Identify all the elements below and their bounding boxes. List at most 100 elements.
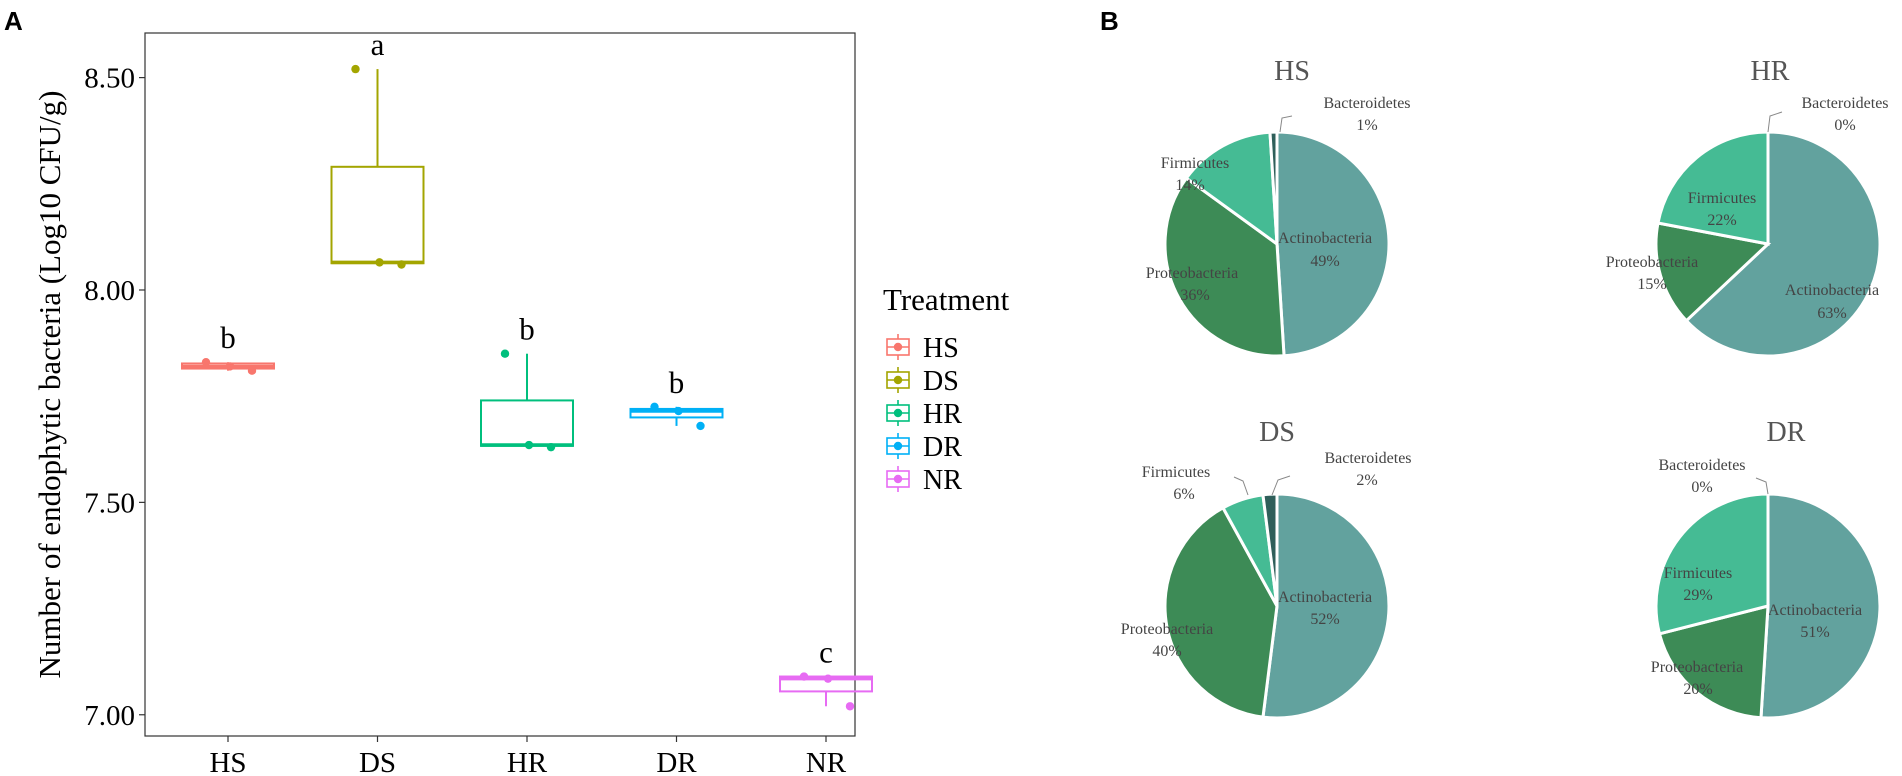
- pie-slice-bacteroidetes: [1261, 492, 1279, 607]
- slice-percent-label: 0%: [1691, 479, 1712, 496]
- slice-percent-label: 14%: [1175, 177, 1204, 194]
- slice-name-label: Firmicutes: [1142, 464, 1210, 481]
- legend-label-hs: HS: [923, 333, 959, 364]
- pie-slice-actinobacteria: [1759, 492, 1882, 720]
- slice-percent-label: 63%: [1817, 305, 1846, 322]
- pie-slice-actinobacteria: [1275, 130, 1391, 358]
- pie-panel: HS Actinobacteria 49% Proteobacteria 36% Firm…: [1121, 56, 1889, 720]
- slice-name-label: Actinobacteria: [1278, 589, 1372, 606]
- significance-letter: b: [669, 365, 685, 400]
- legend-label-ds: DS: [923, 366, 959, 397]
- pie-slice-proteobacteria: [1654, 221, 1772, 323]
- pie-title: HS: [1274, 56, 1310, 87]
- slice-name-label: Bacteroidetes: [1658, 457, 1745, 474]
- pie-chart-hr: HR Actinobacteria 63% Proteobacteria 15% Firm…: [1606, 56, 1889, 358]
- slice-name-label: Proteobacteria: [1606, 254, 1698, 271]
- panel-label-a: A: [4, 6, 23, 36]
- legend-key-point: [893, 441, 903, 451]
- slice-name-label: Firmicutes: [1161, 155, 1229, 172]
- x-tick-label: DS: [359, 747, 396, 776]
- significance-letter: a: [371, 27, 385, 62]
- slice-percent-label: 20%: [1683, 681, 1712, 698]
- plot-frame: [144, 32, 856, 737]
- data-point: [546, 442, 556, 452]
- pie-title: HR: [1751, 56, 1790, 87]
- data-point: [674, 406, 683, 416]
- pie-slice-proteobacteria: [1163, 176, 1286, 358]
- slice-percent-label: 6%: [1173, 486, 1194, 503]
- x-tick-label: HS: [209, 747, 246, 776]
- legend-label-dr: DR: [923, 432, 962, 463]
- data-point: [375, 258, 384, 267]
- data-point: [696, 421, 705, 431]
- leader-line: [1271, 475, 1291, 496]
- pie-title: DR: [1767, 417, 1806, 448]
- pie-slice-bacteroidetes: [1268, 130, 1279, 245]
- x-tick-label: DR: [656, 747, 697, 776]
- significance-letter: b: [519, 312, 535, 347]
- pie-chart-dr: DR Actinobacteria 51% Proteobacteria 20% Firm…: [1651, 417, 1882, 720]
- slice-name-label: Actinobacteria: [1278, 230, 1372, 247]
- data-point: [524, 440, 534, 450]
- slice-percent-label: 49%: [1310, 253, 1339, 270]
- pie-chart-hs: HS Actinobacteria 49% Proteobacteria 36% Firm…: [1146, 56, 1411, 358]
- pie-slice-actinobacteria: [1261, 492, 1391, 720]
- pie-title: DS: [1259, 417, 1295, 448]
- slice-percent-label: 51%: [1800, 624, 1829, 641]
- leader-line: [1755, 477, 1769, 495]
- y-tick-label: 7.00: [84, 700, 135, 732]
- slice-percent-label: 40%: [1152, 643, 1181, 660]
- legend-key-point: [893, 342, 903, 352]
- data-point: [397, 260, 406, 269]
- slice-name-label: Bacteroidetes: [1801, 95, 1888, 112]
- legend-key-point: [893, 375, 903, 385]
- slice-percent-label: 0%: [1834, 117, 1855, 134]
- leader-line: [1767, 111, 1783, 133]
- slice-name-label: Firmicutes: [1664, 565, 1732, 582]
- pie-slice-proteobacteria: [1163, 505, 1279, 719]
- leader-line: [1233, 476, 1249, 496]
- pie-slice-actinobacteria: [1684, 130, 1882, 358]
- legend-key-point: [893, 474, 903, 484]
- data-point: [799, 672, 809, 681]
- slice-name-label: Proteobacteria: [1651, 659, 1743, 676]
- slice-percent-label: 2%: [1356, 472, 1377, 489]
- slice-name-label: Proteobacteria: [1121, 621, 1213, 638]
- leader-line: [1279, 115, 1293, 133]
- data-point: [845, 702, 855, 711]
- data-point: [201, 357, 211, 367]
- slice-name-label: Actinobacteria: [1785, 282, 1879, 299]
- legend-label-nr: NR: [923, 465, 962, 496]
- y-tick-label: 7.50: [84, 487, 135, 519]
- data-point: [823, 674, 833, 683]
- pie-slice-firmicutes: [1656, 130, 1770, 246]
- box-hr: [480, 399, 574, 447]
- pie-slice-proteobacteria: [1657, 604, 1770, 720]
- slice-name-label: Actinobacteria: [1768, 602, 1862, 619]
- pie-chart-ds: DS Actinobacteria 52% Proteobacteria 40% Firm…: [1121, 417, 1412, 720]
- data-point: [351, 64, 360, 74]
- data-point: [500, 349, 510, 358]
- slice-name-label: Proteobacteria: [1146, 265, 1238, 282]
- x-tick-label: HR: [507, 747, 548, 776]
- legend-key-point: [893, 408, 903, 418]
- slice-name-label: Firmicutes: [1688, 190, 1756, 207]
- boxplot-panel: 7.00 7.50 8.00 8.50 Number of endophytic bac…: [32, 27, 1010, 776]
- data-point: [225, 362, 235, 371]
- y-tick-label: 8.50: [84, 63, 135, 95]
- panel-label-b: B: [1100, 6, 1119, 36]
- slice-percent-label: 15%: [1637, 276, 1666, 293]
- data-point: [650, 402, 659, 412]
- y-axis-label: Number of endophytic bacteria (Log10 CFU…: [32, 91, 67, 679]
- legend-title: Treatment: [883, 282, 1010, 317]
- pie-slice-firmicutes: [1184, 130, 1279, 248]
- box-ds: [330, 165, 425, 265]
- slice-percent-label: 29%: [1683, 587, 1712, 604]
- significance-letter: c: [819, 635, 833, 670]
- slice-name-label: Bacteroidetes: [1324, 450, 1411, 467]
- slice-percent-label: 1%: [1356, 117, 1377, 134]
- slice-name-label: Bacteroidetes: [1323, 95, 1410, 112]
- slice-percent-label: 22%: [1707, 212, 1736, 229]
- data-point: [247, 366, 257, 375]
